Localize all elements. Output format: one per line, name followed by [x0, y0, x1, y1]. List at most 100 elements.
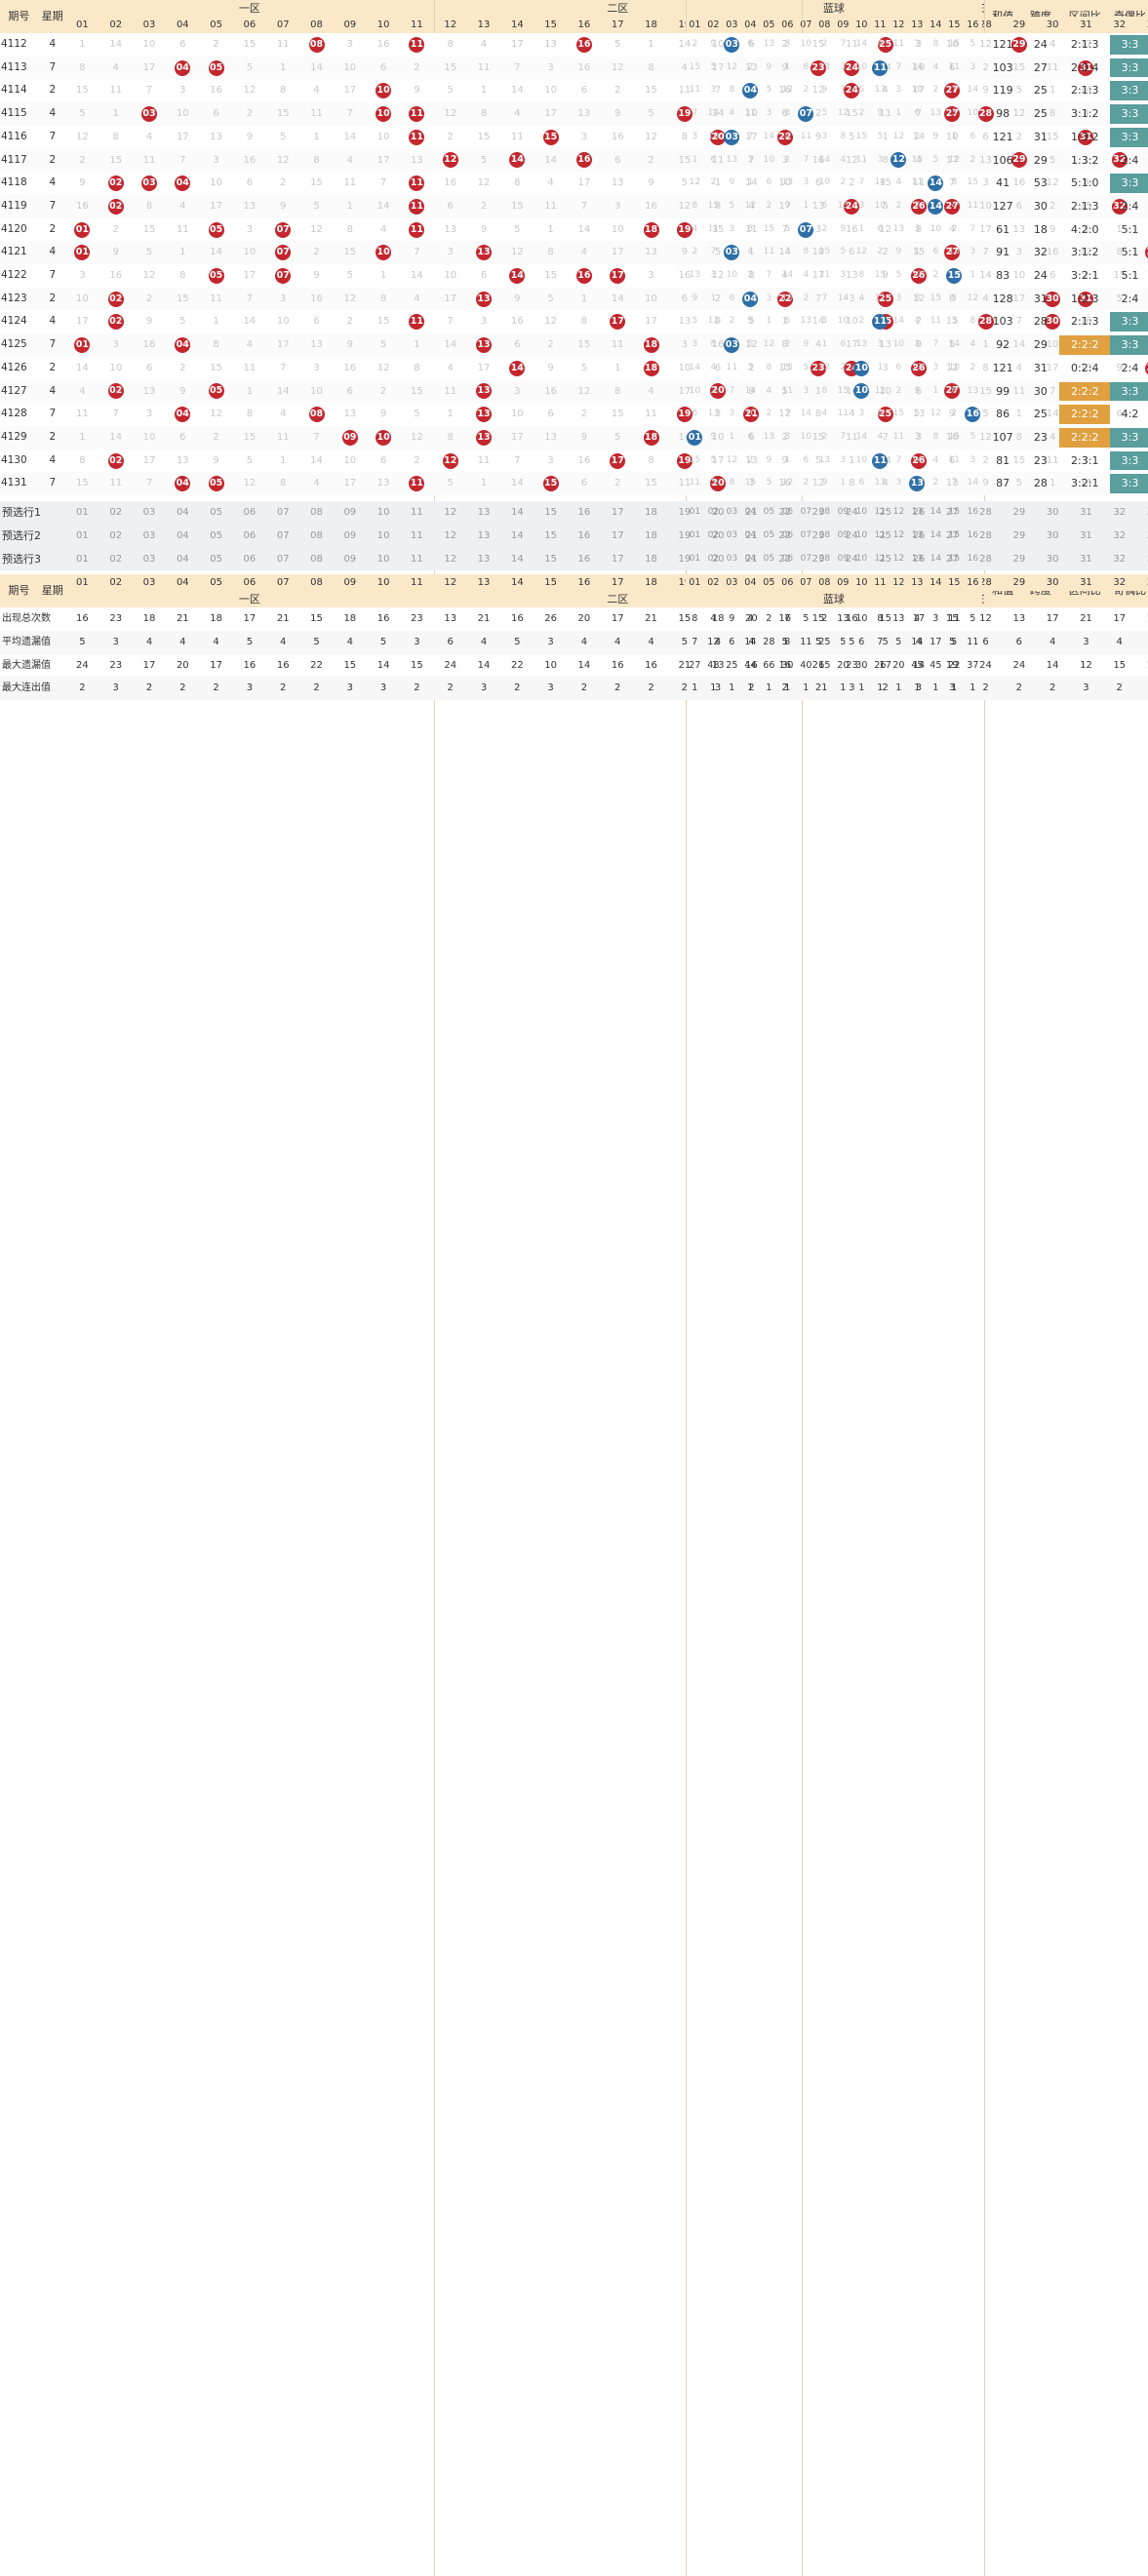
preselect-red-number[interactable]: 01 [76, 553, 89, 565]
preselect-red-number[interactable]: 29 [1012, 529, 1026, 541]
preselect-blue-number[interactable]: 07 [800, 553, 812, 564]
preselect-red-number[interactable]: 02 [109, 553, 123, 565]
preselect-red-number[interactable]: 14 [510, 507, 524, 519]
preselect-blue-number[interactable]: 14 [930, 553, 942, 564]
preselect-blue-number[interactable]: 09 [837, 507, 850, 518]
preselect-red-number[interactable]: 10 [376, 529, 390, 541]
preselect-red-number[interactable]: 21 [745, 507, 758, 519]
preselect-red-number[interactable]: 08 [310, 553, 323, 565]
preselect-red-number[interactable]: 31 [1080, 529, 1092, 541]
preselect-blue-number[interactable]: 10 [855, 529, 868, 540]
preselect-red-number[interactable]: 26 [912, 553, 926, 565]
preselect-red-number[interactable]: 16 [577, 553, 591, 565]
preselect-red-number[interactable]: 07 [276, 507, 290, 519]
preselect-red-number[interactable]: 03 [142, 529, 156, 541]
preselect-red-number[interactable]: 13 [477, 553, 491, 565]
preselect-red-number[interactable]: 32 [1113, 507, 1127, 519]
preselect-red-number[interactable]: 01 [76, 507, 89, 519]
preselect-red-number[interactable]: 21 [745, 553, 758, 565]
preselect-red-number[interactable]: 24 [845, 529, 858, 541]
preselect-red-number[interactable]: 29 [1012, 507, 1026, 519]
preselect-red-number[interactable]: 15 [544, 529, 557, 541]
preselect-red-number[interactable]: 26 [912, 507, 926, 519]
preselect-red-number[interactable]: 33 [1136, 501, 1148, 525]
preselect-blue-number[interactable]: 01 [689, 529, 701, 540]
preselect-red-number[interactable]: 01 [76, 529, 89, 541]
preselect-red-number[interactable]: 09 [343, 553, 357, 565]
preselect-blue-number[interactable]: 10 [855, 507, 868, 518]
preselect-red-number[interactable]: 20 [711, 529, 725, 541]
preselect-blue-number[interactable]: 15 [948, 529, 961, 540]
preselect-red-number[interactable]: 13 [477, 529, 491, 541]
preselect-blue-number[interactable]: 04 [744, 553, 757, 564]
preselect-red-number[interactable]: 23 [812, 553, 825, 565]
preselect-red-number[interactable]: 04 [176, 529, 189, 541]
preselect-blue-number[interactable]: 16 [967, 553, 979, 564]
preselect-red-number[interactable]: 02 [109, 507, 123, 519]
preselect-red-number[interactable]: 11 [411, 553, 423, 565]
preselect-red-number[interactable]: 17 [611, 507, 624, 519]
preselect-red-number[interactable]: 03 [142, 507, 156, 519]
preselect-blue-number[interactable]: 03 [726, 529, 738, 540]
preselect-blue-number[interactable]: 08 [818, 507, 831, 518]
preselect-blue-number[interactable]: 15 [948, 553, 961, 564]
preselect-red-number[interactable]: 22 [778, 553, 792, 565]
preselect-red-number[interactable]: 06 [243, 529, 257, 541]
preselect-red-number[interactable]: 05 [210, 553, 222, 565]
preselect-red-number[interactable]: 07 [276, 553, 290, 565]
preselect-red-number[interactable]: 14 [510, 529, 524, 541]
preselect-blue-number[interactable]: 12 [892, 529, 905, 540]
preselect-red-number[interactable]: 05 [210, 507, 222, 519]
preselect-red-number[interactable]: 19 [678, 507, 692, 519]
preselect-red-number[interactable]: 20 [711, 507, 725, 519]
preselect-blue-number[interactable]: 08 [818, 553, 831, 564]
preselect-red-number[interactable]: 25 [879, 553, 891, 565]
preselect-red-number[interactable]: 08 [310, 529, 323, 541]
preselect-blue-number[interactable]: 09 [837, 553, 850, 564]
preselect-blue-number[interactable]: 01 [689, 507, 701, 518]
preselect-red-number[interactable]: 32 [1113, 553, 1127, 565]
preselect-red-number[interactable]: 11 [411, 507, 423, 519]
preselect-blue-number[interactable]: 11 [874, 529, 887, 540]
preselect-red-number[interactable]: 11 [411, 529, 423, 541]
preselect-blue-number[interactable]: 02 [707, 529, 720, 540]
preselect-blue-number[interactable]: 04 [744, 507, 757, 518]
preselect-red-number[interactable]: 24 [845, 553, 858, 565]
preselect-red-number[interactable]: 31 [1080, 553, 1092, 565]
preselect-red-number[interactable]: 19 [678, 553, 692, 565]
preselect-red-number[interactable]: 08 [310, 507, 323, 519]
preselect-red-number[interactable]: 12 [444, 507, 457, 519]
preselect-red-number[interactable]: 33 [1136, 525, 1148, 548]
preselect-red-number[interactable]: 25 [879, 507, 891, 519]
preselect-red-number[interactable]: 28 [979, 529, 992, 541]
preselect-blue-number[interactable]: 05 [763, 507, 775, 518]
preselect-blue-number[interactable]: 16 [967, 529, 979, 540]
preselect-red-number[interactable]: 14 [510, 553, 524, 565]
preselect-red-number[interactable]: 06 [243, 553, 257, 565]
preselect-blue-number[interactable]: 14 [930, 529, 942, 540]
preselect-red-number[interactable]: 28 [979, 553, 992, 565]
preselect-blue-number[interactable]: 02 [707, 553, 720, 564]
preselect-red-number[interactable]: 15 [544, 507, 557, 519]
preselect-blue-number[interactable]: 10 [855, 553, 868, 564]
preselect-blue-number[interactable]: 13 [911, 507, 924, 518]
preselect-blue-number[interactable]: 06 [781, 529, 794, 540]
preselect-red-number[interactable]: 30 [1046, 529, 1059, 541]
preselect-red-number[interactable]: 16 [577, 507, 591, 519]
preselect-blue-number[interactable]: 13 [911, 553, 924, 564]
preselect-red-number[interactable]: 16 [577, 529, 591, 541]
preselect-blue-number[interactable]: 12 [892, 507, 905, 518]
preselect-blue-number[interactable]: 06 [781, 507, 794, 518]
preselect-red-number[interactable]: 19 [678, 529, 692, 541]
preselect-red-number[interactable]: 23 [812, 529, 825, 541]
preselect-red-number[interactable]: 15 [544, 553, 557, 565]
preselect-red-number[interactable]: 12 [444, 529, 457, 541]
preselect-blue-number[interactable]: 07 [800, 529, 812, 540]
preselect-red-number[interactable]: 10 [376, 507, 390, 519]
preselect-red-number[interactable]: 18 [645, 507, 657, 519]
preselect-red-number[interactable]: 06 [243, 507, 257, 519]
preselect-red-number[interactable]: 28 [979, 507, 992, 519]
preselect-blue-number[interactable]: 04 [744, 529, 757, 540]
preselect-red-number[interactable]: 26 [912, 529, 926, 541]
preselect-red-number[interactable]: 33 [1136, 548, 1148, 571]
